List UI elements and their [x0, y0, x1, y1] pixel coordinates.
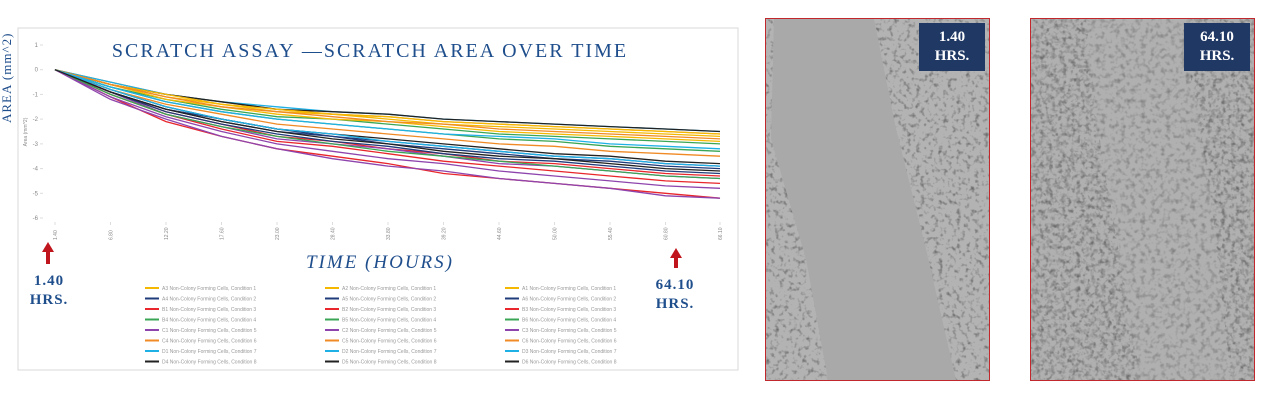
- micrograph: 1.40 HRS.: [765, 18, 990, 381]
- chart-title: SCRATCH ASSAY —SCRATCH AREA OVER TIME: [112, 40, 628, 62]
- x-tick-label: 55.40: [608, 227, 614, 240]
- legend-label: A3 Non-Colony Forming Cells, Condition 1: [162, 286, 256, 292]
- x-tick-label: 50.00: [553, 227, 559, 240]
- annotation: 1.40 HRS.: [29, 273, 69, 308]
- series-line: [54, 69, 721, 172]
- legend-label: A4 Non-Colony Forming Cells, Condition 2: [162, 297, 256, 303]
- x-tick-label: 6.80: [109, 230, 115, 240]
- legend-label: C2 Non-Colony Forming Cells, Condition 5: [342, 328, 437, 334]
- series-line: [54, 69, 721, 157]
- legend-label: D4 Non-Colony Forming Cells, Condition 8: [162, 360, 257, 366]
- legend-label: C5 Non-Colony Forming Cells, Condition 6: [342, 339, 437, 345]
- arrow-head: [42, 242, 54, 252]
- legend-label: B5 Non-Colony Forming Cells, Condition 4: [342, 318, 436, 324]
- y-axis-title: Area (mm^2): [23, 117, 29, 146]
- series-line: [54, 69, 721, 175]
- time-label: 64.10 HRS.: [1184, 23, 1250, 71]
- y-tick-label: 1: [35, 43, 39, 49]
- series-line: [54, 69, 721, 180]
- chart-frame: [17, 27, 739, 371]
- x-tick-label: 1.40: [53, 230, 59, 240]
- y-tick-label: -5: [33, 191, 39, 197]
- legend-label: D5 Non-Colony Forming Cells, Condition 8: [342, 360, 437, 366]
- x-tick-label: 39.20: [442, 227, 448, 240]
- legend-label: B6 Non-Colony Forming Cells, Condition 4: [522, 318, 616, 324]
- series-line: [54, 69, 721, 150]
- legend-label: D6 Non-Colony Forming Cells, Condition 8: [522, 360, 617, 366]
- y-tick-label: -4: [33, 167, 39, 173]
- legend-label: C1 Non-Colony Forming Cells, Condition 5: [162, 328, 257, 334]
- time-label: 1.40 HRS.: [919, 23, 985, 71]
- legend-label: D2 Non-Colony Forming Cells, Condition 7: [342, 349, 437, 355]
- legend-label: B4 Non-Colony Forming Cells, Condition 4: [162, 318, 256, 324]
- x-tick-label: 28.40: [331, 227, 337, 240]
- arrow-shaft: [674, 256, 678, 268]
- y-tick-label: -2: [33, 117, 39, 123]
- micrograph: 64.10 HRS.: [1030, 18, 1255, 381]
- y-tick-label: -1: [33, 92, 39, 98]
- arrows: [42, 242, 682, 268]
- legend-label: C6 Non-Colony Forming Cells, Condition 6: [522, 339, 617, 345]
- series-line: [54, 69, 721, 199]
- legend-label: B3 Non-Colony Forming Cells, Condition 3: [522, 307, 616, 313]
- micrograph-image: [766, 19, 989, 380]
- series-line: [54, 69, 721, 140]
- x-tick-label: 33.80: [386, 227, 392, 240]
- arrow-shaft: [46, 250, 50, 264]
- x-tick-label: 12.20: [164, 227, 170, 240]
- arrow-head: [670, 248, 682, 258]
- x-tick-label: 17.60: [220, 227, 226, 240]
- series-line: [54, 69, 721, 135]
- x-tick-label: 23.00: [275, 227, 281, 240]
- chart: SCRATCH ASSAY —SCRATCH AREA OVER TIME TI…: [17, 27, 739, 371]
- y-tick-label: -6: [33, 216, 39, 222]
- legend-label: B1 Non-Colony Forming Cells, Condition 3: [162, 307, 256, 313]
- legend-label: D3 Non-Colony Forming Cells, Condition 7: [522, 349, 617, 355]
- x-tick-label: 66.10: [718, 227, 724, 240]
- legend-label: C3 Non-Colony Forming Cells, Condition 5: [522, 328, 617, 334]
- x-tick-label: 60.80: [664, 227, 670, 240]
- legend-label: A1 Non-Colony Forming Cells, Condition 1: [522, 286, 616, 292]
- micrograph-image: [1031, 19, 1254, 380]
- legend-label: A6 Non-Colony Forming Cells, Condition 2: [522, 297, 616, 303]
- legend-label: B2 Non-Colony Forming Cells, Condition 3: [342, 307, 436, 313]
- legend-label: A2 Non-Colony Forming Cells, Condition 1: [342, 286, 436, 292]
- series-line: [54, 69, 721, 167]
- legend-label: C4 Non-Colony Forming Cells, Condition 6: [162, 339, 257, 345]
- x-axis-title: TIME (HOURS): [306, 252, 454, 273]
- y-tick-label: -3: [33, 142, 39, 148]
- legend-label: D1 Non-Colony Forming Cells, Condition 7: [162, 349, 257, 355]
- series-line: [54, 69, 721, 189]
- legend-label: A5 Non-Colony Forming Cells, Condition 2: [342, 297, 436, 303]
- annotation: 64.10 HRS.: [655, 277, 695, 312]
- x-tick-label: 44.60: [497, 227, 503, 240]
- y-tick-label: 0: [35, 68, 39, 74]
